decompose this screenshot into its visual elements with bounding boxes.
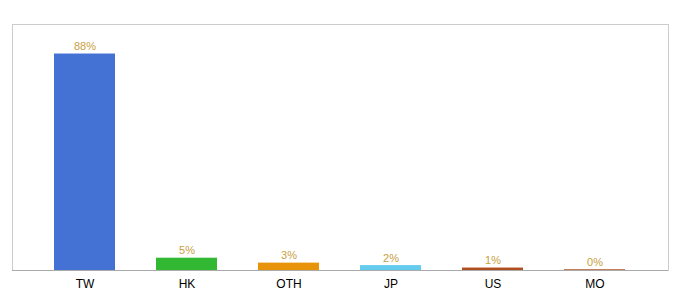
- svg-text:US: US: [485, 277, 502, 291]
- svg-text:OTH: OTH: [276, 277, 301, 291]
- svg-text:TW: TW: [76, 277, 95, 291]
- svg-text:MO: MO: [585, 277, 604, 291]
- svg-text:5%: 5%: [179, 244, 195, 256]
- svg-text:0%: 0%: [587, 256, 603, 268]
- svg-text:JP: JP: [384, 277, 398, 291]
- svg-text:2%: 2%: [383, 252, 399, 264]
- svg-text:1%: 1%: [485, 254, 501, 266]
- svg-text:88%: 88%: [74, 40, 96, 52]
- svg-text:HK: HK: [179, 277, 196, 291]
- svg-text:3%: 3%: [281, 249, 297, 261]
